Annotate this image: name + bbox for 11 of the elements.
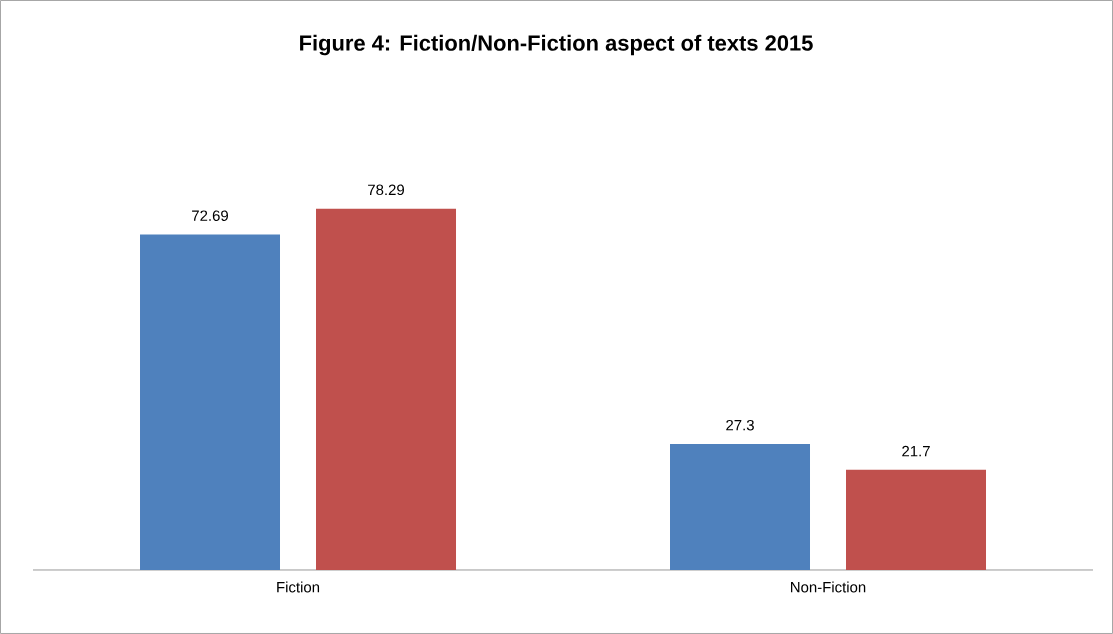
x-tick-label: Fiction (277, 581, 320, 593)
bar (316, 208, 457, 570)
x-tick-label: Non-Fiction (791, 581, 866, 593)
bar (670, 443, 811, 570)
bar (846, 469, 987, 570)
bar (140, 234, 281, 570)
data-label: 27.3 (726, 419, 754, 431)
data-label: 72.69 (192, 210, 228, 221)
data-label: 78.29 (368, 184, 404, 196)
data-label: 21.7 (902, 445, 930, 457)
chart-title: Figure 4: Fiction/Non-Fiction aspect of texts 2015 (300, 34, 813, 56)
